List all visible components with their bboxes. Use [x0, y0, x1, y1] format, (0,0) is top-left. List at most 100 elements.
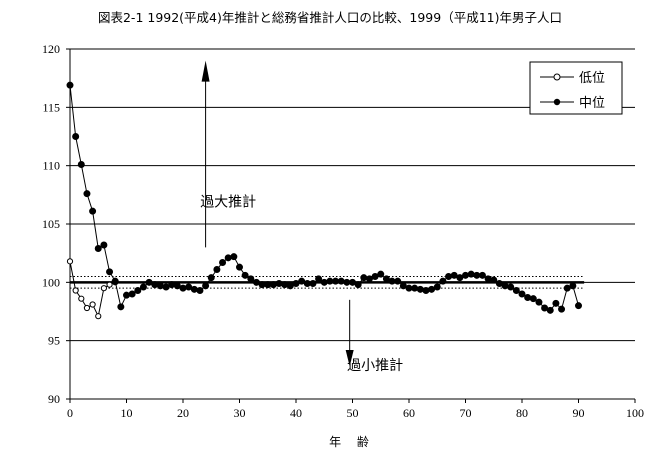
point-0-3	[83, 304, 91, 312]
legend-box	[529, 61, 623, 115]
point-1-31	[241, 271, 249, 279]
point-1-52	[360, 274, 368, 282]
point-1-90	[575, 302, 582, 310]
point-1-36	[269, 281, 277, 289]
point-0-2	[78, 295, 85, 302]
point-1-20	[179, 284, 187, 292]
y-tick-label-95: 95	[48, 334, 60, 348]
point-1-50	[349, 278, 356, 286]
point-1-0	[66, 81, 74, 89]
point-1-43	[309, 280, 317, 287]
legend-label-mid: 中位	[579, 96, 605, 111]
point-1-11	[128, 290, 136, 298]
x-tick-label-90: 90	[573, 406, 585, 420]
point-1-66	[439, 277, 447, 285]
point-1-32	[247, 275, 255, 283]
x-tick-label-70: 70	[460, 406, 472, 420]
point-1-84	[541, 304, 549, 312]
annotation-overestimate: 過大推計	[200, 195, 256, 211]
point-1-81	[524, 294, 532, 301]
point-1-6	[100, 241, 108, 249]
point-1-21	[185, 283, 193, 291]
x-tick-label-30: 30	[234, 406, 246, 420]
point-1-62	[416, 285, 424, 293]
point-1-53	[365, 275, 373, 283]
point-1-29	[230, 253, 238, 261]
point-1-3	[83, 190, 91, 198]
y-tick-label-120: 120	[42, 42, 60, 56]
point-1-64	[428, 285, 436, 293]
point-1-88	[563, 284, 571, 292]
point-1-78	[507, 283, 515, 291]
point-1-25	[207, 274, 215, 282]
point-1-46	[326, 277, 334, 285]
point-1-19	[173, 282, 181, 290]
point-1-74	[484, 275, 492, 283]
point-1-82	[529, 295, 537, 303]
point-0-4	[89, 301, 96, 308]
point-1-54	[371, 273, 379, 280]
point-1-48	[337, 277, 345, 285]
legend-label-low: 低位	[579, 71, 605, 86]
point-1-60	[405, 284, 413, 292]
point-0-1	[72, 287, 79, 294]
x-tick-label-40: 40	[290, 406, 302, 420]
point-1-27	[219, 259, 227, 266]
x-tick-label-20: 20	[177, 406, 189, 420]
point-1-58	[394, 277, 402, 285]
point-1-44	[315, 275, 323, 283]
point-1-9	[117, 303, 125, 311]
chart-title: 図表2-1 1992(平成4)年推計と総務省推計人口の比較、1999（平成11)…	[98, 10, 562, 25]
point-1-51	[354, 281, 362, 289]
point-0-0	[66, 258, 74, 265]
point-1-33	[252, 278, 260, 286]
point-1-38	[281, 281, 289, 289]
point-0-5	[95, 313, 102, 320]
point-1-39	[286, 282, 294, 290]
x-tick-label-80: 80	[516, 406, 528, 420]
point-1-35	[264, 281, 272, 289]
annotation-underestimate: 過小推計	[347, 358, 403, 374]
point-1-79	[512, 287, 520, 294]
legend: 低位 中位	[529, 61, 623, 115]
point-1-70	[462, 271, 469, 279]
point-1-12	[134, 287, 142, 294]
point-1-28	[224, 254, 232, 262]
point-1-8	[111, 277, 119, 285]
point-1-77	[501, 282, 509, 290]
point-1-61	[411, 284, 419, 292]
point-1-55	[377, 270, 385, 278]
x-axis-label: 年 齢	[329, 434, 375, 449]
y-tick-label-90: 90	[48, 392, 60, 406]
point-0-6	[100, 285, 108, 292]
point-1-47	[332, 277, 340, 285]
y-tick-label-110: 110	[42, 159, 60, 173]
point-1-16	[156, 282, 164, 290]
point-1-2	[77, 161, 85, 168]
point-1-18	[168, 281, 176, 289]
point-1-73	[478, 271, 486, 279]
point-1-67	[445, 273, 453, 280]
y-tick-label-105: 105	[42, 217, 60, 231]
point-1-23	[196, 287, 204, 294]
series-group	[66, 81, 582, 320]
point-1-56	[382, 275, 390, 283]
point-1-15	[151, 281, 159, 289]
x-tick-label-50: 50	[347, 406, 359, 420]
point-1-24	[202, 282, 210, 290]
x-tick-label-100: 100	[626, 406, 644, 420]
point-1-68	[450, 271, 458, 279]
y-tick-label-100: 100	[42, 275, 60, 289]
legend-marker-mid	[553, 98, 561, 106]
annotation-arrows	[201, 60, 354, 367]
point-1-57	[388, 277, 396, 285]
point-1-37	[275, 280, 283, 287]
point-1-13	[139, 283, 147, 291]
point-1-4	[89, 207, 97, 215]
y-tick-labels: 90 95 100 105 110 115 120	[42, 42, 60, 406]
point-1-42	[303, 280, 311, 287]
legend-marker-low	[553, 73, 561, 81]
point-1-45	[320, 278, 328, 286]
point-1-80	[518, 290, 526, 298]
axes	[66, 48, 636, 403]
